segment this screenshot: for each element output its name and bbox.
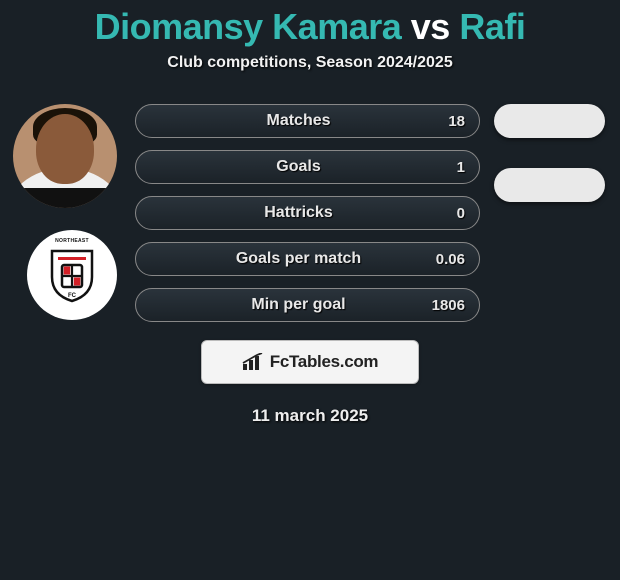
stat-row: Goals 1 xyxy=(135,150,480,184)
stat-row: Matches 18 xyxy=(135,104,480,138)
stat-label: Matches xyxy=(136,112,421,130)
stat-label: Goals per match xyxy=(136,250,421,268)
subtitle: Club competitions, Season 2024/2025 xyxy=(167,54,452,72)
stat-label: Hattricks xyxy=(136,204,421,222)
date-text: 11 march 2025 xyxy=(252,406,368,426)
left-column: NORTHEAST FC xyxy=(15,104,125,320)
stat-row: Hattricks 0 xyxy=(135,196,480,230)
club-logo-text-top: NORTHEAST xyxy=(27,238,117,244)
stats-bars: Matches 18 Goals 1 Hattricks 0 Goals per… xyxy=(135,104,480,322)
player1-name: Diomansy Kamara xyxy=(95,6,402,47)
stat-value: 18 xyxy=(421,113,465,130)
player2-name: Rafi xyxy=(459,6,525,47)
stat-value: 0 xyxy=(421,205,465,222)
stat-value: 1 xyxy=(421,159,465,176)
stat-row: Goals per match 0.06 xyxy=(135,242,480,276)
shield-icon: FC xyxy=(48,247,96,303)
main-content: NORTHEAST FC Matches xyxy=(0,104,620,322)
brand-text: FcTables.com xyxy=(270,352,379,372)
bars-icon xyxy=(242,353,264,371)
brand-badge[interactable]: FcTables.com xyxy=(201,340,419,384)
comparison-oval xyxy=(494,168,605,202)
stat-value: 0.06 xyxy=(421,251,465,268)
stat-label: Min per goal xyxy=(136,296,421,314)
comparison-title: Diomansy Kamara vs Rafi xyxy=(95,6,526,48)
stat-row: Min per goal 1806 xyxy=(135,288,480,322)
vs-text: vs xyxy=(411,6,450,47)
stat-value: 1806 xyxy=(421,297,465,314)
stat-label: Goals xyxy=(136,158,421,176)
player-avatar xyxy=(13,104,117,208)
right-column xyxy=(490,104,605,202)
club-logo: NORTHEAST FC xyxy=(27,230,117,320)
svg-text:FC: FC xyxy=(68,293,77,299)
comparison-oval xyxy=(494,104,605,138)
